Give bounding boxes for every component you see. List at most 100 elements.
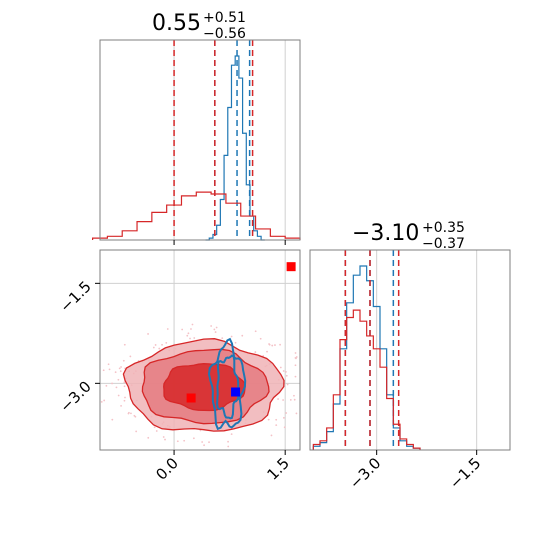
scatter-point bbox=[122, 359, 125, 362]
scatter-point bbox=[294, 375, 297, 378]
title-bottom-right: −3.10 +0.35 −0.37 bbox=[352, 220, 465, 252]
scatter-point bbox=[285, 374, 288, 377]
title-bottom-right-sup: +0.35 bbox=[422, 220, 465, 236]
scatter-point bbox=[161, 343, 163, 346]
scatter-point bbox=[267, 418, 270, 421]
marker-square-2 bbox=[231, 387, 241, 397]
scatter-point bbox=[295, 412, 298, 415]
scatter-point bbox=[117, 394, 120, 397]
scatter-point bbox=[293, 398, 296, 401]
scatter-point bbox=[193, 337, 196, 339]
histogram-panel-top-left bbox=[91, 39, 301, 245]
scatter-point bbox=[107, 363, 110, 366]
scatter-point bbox=[127, 412, 130, 415]
histogram-panel-bottom-right: −3.0 −1.5 bbox=[309, 249, 511, 493]
scatter-point bbox=[282, 416, 285, 419]
scatter-point bbox=[154, 344, 157, 346]
scatter-point bbox=[102, 369, 105, 372]
scatter-point bbox=[155, 430, 158, 432]
scatter-point bbox=[124, 396, 126, 399]
scatter-point bbox=[283, 426, 286, 429]
scatter-point bbox=[201, 441, 204, 443]
scatter-point bbox=[153, 426, 156, 429]
scatter-point bbox=[183, 439, 186, 442]
scatter-point bbox=[133, 414, 136, 417]
scatter-point bbox=[270, 434, 273, 437]
scatter-point bbox=[158, 347, 161, 350]
scatter-point bbox=[120, 366, 122, 368]
title-bottom-right-value: −3.10 bbox=[352, 221, 419, 246]
scatter-point bbox=[271, 344, 274, 347]
scatter-point bbox=[189, 337, 191, 340]
title-top-left-sub: −0.56 bbox=[203, 26, 246, 42]
scatter-point bbox=[186, 334, 189, 337]
scatter-point bbox=[227, 445, 230, 448]
scatter-point bbox=[295, 356, 298, 358]
scatter-point bbox=[275, 418, 278, 421]
contour-panel-bottom-left: 0.0 1.5 −1.5 −3.0 bbox=[56, 249, 301, 484]
marker-square-1 bbox=[286, 262, 296, 272]
scatter-point bbox=[274, 344, 276, 346]
scatter-point bbox=[191, 323, 194, 326]
scatter-point bbox=[295, 357, 297, 360]
scatter-point bbox=[135, 430, 138, 433]
scatter-point bbox=[210, 325, 213, 327]
histogram-step-series-0 bbox=[205, 55, 265, 241]
scatter-point bbox=[282, 399, 284, 401]
histogram-step-series-0 bbox=[312, 265, 421, 450]
scatter-point bbox=[105, 384, 108, 387]
scatter-point bbox=[117, 378, 120, 381]
scatter-point bbox=[190, 328, 192, 330]
scatter-point bbox=[208, 441, 210, 444]
scatter-point bbox=[123, 385, 126, 388]
title-top-left-value: 0.55 bbox=[152, 11, 201, 36]
marker-square-0 bbox=[186, 393, 196, 403]
scatter-point bbox=[164, 438, 166, 441]
scatter-point bbox=[123, 343, 126, 346]
scatter-point bbox=[279, 366, 282, 369]
scatter-point bbox=[254, 330, 257, 333]
scatter-point bbox=[293, 394, 295, 397]
scatter-point bbox=[152, 346, 155, 349]
scatter-point bbox=[294, 352, 297, 354]
scatter-point bbox=[254, 351, 257, 353]
scatter-point bbox=[129, 355, 132, 358]
scatter-point bbox=[213, 328, 216, 331]
scatter-point bbox=[162, 436, 165, 438]
scatter-point bbox=[181, 328, 184, 331]
scatter-point bbox=[166, 328, 169, 330]
scatter-point bbox=[119, 370, 122, 373]
scatter-point bbox=[103, 399, 106, 402]
scatter-point bbox=[275, 424, 278, 427]
panel-frame bbox=[99, 39, 301, 241]
blue-contour-1 bbox=[216, 354, 240, 420]
title-bottom-right-sub: −0.37 bbox=[422, 236, 465, 252]
scatter-point bbox=[108, 368, 111, 371]
scatter-point bbox=[277, 398, 279, 400]
scatter-point bbox=[130, 412, 132, 415]
scatter-point bbox=[100, 400, 103, 403]
panel-frame bbox=[309, 249, 511, 451]
title-top-left-sup: +0.51 bbox=[203, 10, 246, 26]
tick-label-x: −1.5 bbox=[446, 454, 484, 492]
tick-label-x: −3.0 bbox=[346, 454, 384, 492]
scatter-point bbox=[230, 335, 233, 338]
scatter-point bbox=[285, 370, 287, 373]
scatter-point bbox=[120, 404, 122, 407]
scatter-point bbox=[176, 440, 179, 443]
scatter-point bbox=[266, 350, 268, 353]
histogram-step-series-1 bbox=[312, 309, 421, 450]
scatter-point bbox=[115, 386, 118, 389]
scatter-point bbox=[111, 382, 113, 385]
scatter-point bbox=[279, 343, 281, 346]
scatter-point bbox=[147, 333, 149, 335]
red-contour-2 bbox=[163, 363, 246, 412]
tick-label-x: 1.5 bbox=[263, 454, 293, 484]
scatter-point bbox=[147, 436, 150, 439]
scatter-point bbox=[111, 418, 114, 421]
tick-label-y: −3.0 bbox=[56, 377, 94, 415]
scatter-point bbox=[221, 337, 224, 340]
scatter-point bbox=[118, 367, 121, 370]
histogram-step-series-1 bbox=[91, 191, 301, 240]
